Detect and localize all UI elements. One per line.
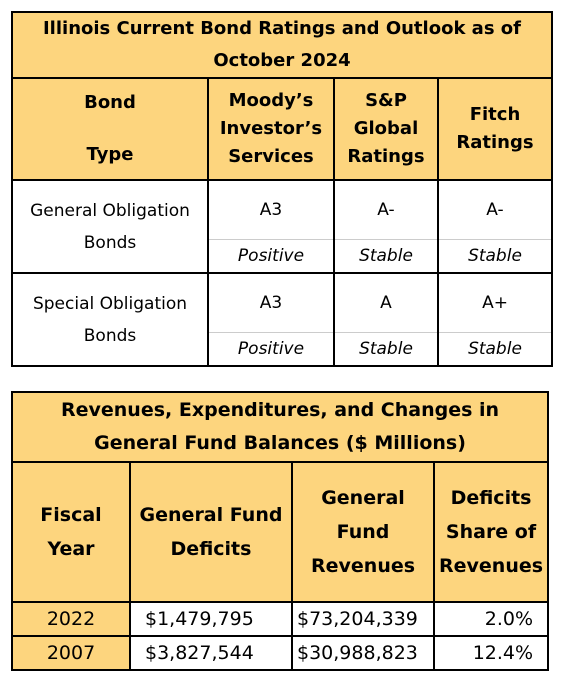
ratings-table-title: Illinois Current Bond Ratings and Outloo… [11, 11, 553, 79]
table-row: General Obligation Bonds A3 A- A- [11, 179, 553, 274]
bond-type-label: General Obligation Bonds [11, 179, 209, 274]
revenues-header: General Fund Revenues [291, 461, 435, 603]
fitch-rating: A- [437, 179, 553, 240]
fitch-outlook: Stable [437, 239, 553, 274]
moodys-outlook: Positive [207, 332, 335, 367]
fitch-header: Fitch Ratings [437, 77, 553, 181]
table-row: Special Obligation Bonds A3 A A+ [11, 272, 553, 367]
table-row: Positive Stable Stable [12, 239, 553, 274]
bond-ratings-table: Illinois Current Bond Ratings and Outloo… [11, 11, 553, 367]
moodys-header: Moody’s Investor’s Services [207, 77, 335, 181]
bond-type-label: Special Obligation Bonds [11, 272, 209, 367]
bond-type-header-line2: Type [86, 144, 134, 165]
share-cell: 12.4% [432, 635, 550, 671]
fitch-outlook: Stable [437, 332, 553, 367]
share-header: Deficits Share of Revenues [432, 461, 550, 603]
table-row: Positive Stable Stable [12, 332, 553, 367]
moodys-rating: A3 [207, 272, 335, 333]
revenue-cell: $73,204,339 [291, 601, 435, 637]
sp-outlook: Stable [333, 239, 439, 274]
moodys-outlook: Positive [207, 239, 335, 274]
moodys-rating: A3 [207, 179, 335, 240]
deficit-cell: $1,479,795 [129, 601, 293, 637]
fund-table-title: Revenues, Expenditures, and Changes in G… [10, 391, 550, 463]
sp-outlook: Stable [333, 332, 439, 367]
table-row: 2007 $3,827,544 $30,988,823 12.4% [11, 635, 550, 671]
deficits-header: General Fund Deficits [129, 461, 293, 603]
share-cell: 2.0% [432, 601, 550, 637]
bond-type-header: Bond Type [11, 77, 209, 181]
fiscal-year-cell: 2007 [11, 635, 131, 671]
deficit-cell: $3,827,544 [129, 635, 293, 671]
bond-type-header-line1: Bond [84, 92, 136, 113]
general-fund-table: Revenues, Expenditures, and Changes in G… [10, 391, 550, 671]
fiscal-year-header: Fiscal Year [11, 461, 131, 603]
sp-header: S&P Global Ratings [333, 77, 439, 181]
fiscal-year-cell: 2022 [11, 601, 131, 637]
fitch-rating: A+ [437, 272, 553, 333]
revenue-cell: $30,988,823 [291, 635, 435, 671]
sp-rating: A [333, 272, 439, 333]
sp-rating: A- [333, 179, 439, 240]
table-row: 2022 $1,479,795 $73,204,339 2.0% [11, 601, 550, 637]
